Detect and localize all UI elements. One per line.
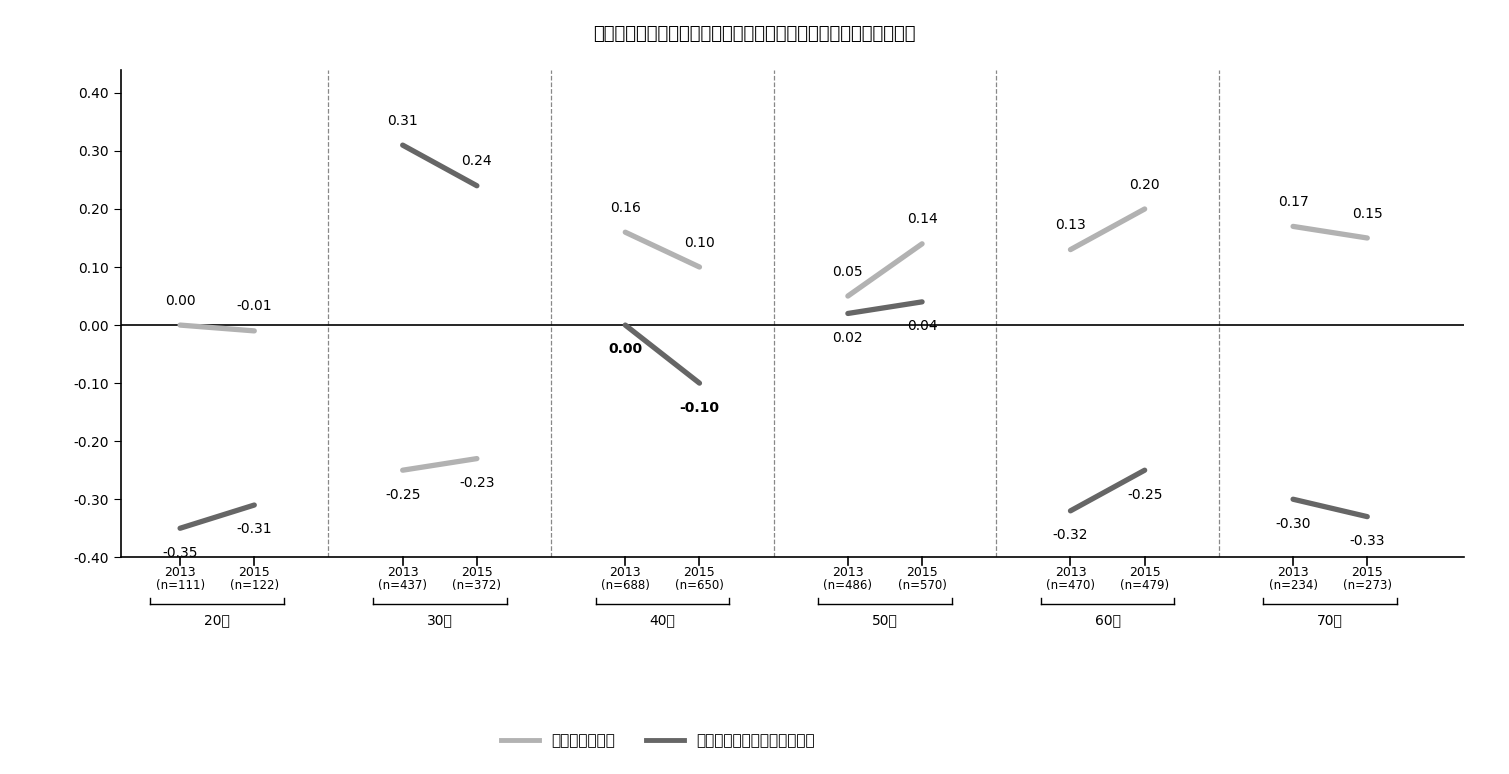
Text: -0.23: -0.23 <box>459 476 495 490</box>
Text: -0.35: -0.35 <box>163 546 198 560</box>
Text: 0.15: 0.15 <box>1352 207 1382 221</box>
Text: -0.01: -0.01 <box>237 300 272 313</box>
Text: 40代: 40代 <box>649 613 676 627</box>
Text: 2015: 2015 <box>684 566 715 579</box>
Text: (n=486): (n=486) <box>824 579 872 592</box>
Text: 2015: 2015 <box>238 566 270 579</box>
Text: 2013: 2013 <box>386 566 418 579</box>
Text: -0.31: -0.31 <box>237 522 272 536</box>
Text: 2013: 2013 <box>1055 566 1086 579</box>
Text: 0.14: 0.14 <box>907 212 937 226</box>
Text: 2015: 2015 <box>1129 566 1160 579</box>
Text: 0.04: 0.04 <box>907 319 937 334</box>
Text: 2015: 2015 <box>462 566 493 579</box>
Text: 0.17: 0.17 <box>1278 195 1308 209</box>
Text: 0.13: 0.13 <box>1055 218 1086 232</box>
Text: (n=479): (n=479) <box>1120 579 1169 592</box>
Text: -0.33: -0.33 <box>1349 534 1385 548</box>
Text: 2013: 2013 <box>1277 566 1308 579</box>
Text: (n=234): (n=234) <box>1269 579 1317 592</box>
Text: (n=273): (n=273) <box>1343 579 1391 592</box>
Text: 2013: 2013 <box>164 566 196 579</box>
Text: 2015: 2015 <box>1352 566 1384 579</box>
Text: 70代: 70代 <box>1317 613 1343 627</box>
Text: 0.00: 0.00 <box>608 342 643 357</box>
Text: 2013: 2013 <box>610 566 641 579</box>
Text: (n=122): (n=122) <box>229 579 279 592</box>
Text: 50代: 50代 <box>872 613 898 627</box>
Text: 0.24: 0.24 <box>462 154 492 168</box>
Text: -0.25: -0.25 <box>1127 488 1162 502</box>
Text: -0.25: -0.25 <box>385 488 421 502</box>
Text: 2013: 2013 <box>831 566 863 579</box>
Text: -0.10: -0.10 <box>679 400 720 415</box>
Text: (n=437): (n=437) <box>379 579 427 592</box>
Text: (n=570): (n=570) <box>898 579 946 592</box>
Text: (n=650): (n=650) <box>675 579 724 592</box>
Text: 0.00: 0.00 <box>164 293 195 307</box>
Text: 0.16: 0.16 <box>610 200 641 214</box>
Text: 図表３　金融リテラシーに関連する因子得点の推移〔年齢階層別〕: 図表３ 金融リテラシーに関連する因子得点の推移〔年齢階層別〕 <box>593 25 916 43</box>
Text: -0.32: -0.32 <box>1053 528 1088 543</box>
Text: (n=372): (n=372) <box>453 579 501 592</box>
Text: 60代: 60代 <box>1094 613 1121 627</box>
Legend: 金融リテラシー, コンサルティング／情報希求: 金融リテラシー, コンサルティング／情報希求 <box>495 728 821 755</box>
Text: 0.05: 0.05 <box>833 265 863 279</box>
Text: 20代: 20代 <box>204 613 229 627</box>
Text: (n=688): (n=688) <box>601 579 650 592</box>
Text: (n=111): (n=111) <box>155 579 205 592</box>
Text: (n=470): (n=470) <box>1046 579 1096 592</box>
Text: 2015: 2015 <box>907 566 939 579</box>
Text: 0.02: 0.02 <box>833 330 863 345</box>
Text: 0.20: 0.20 <box>1129 177 1160 191</box>
Text: 30代: 30代 <box>427 613 453 627</box>
Text: -0.30: -0.30 <box>1275 516 1311 531</box>
Text: 0.10: 0.10 <box>684 235 715 249</box>
Text: 0.31: 0.31 <box>388 114 418 128</box>
